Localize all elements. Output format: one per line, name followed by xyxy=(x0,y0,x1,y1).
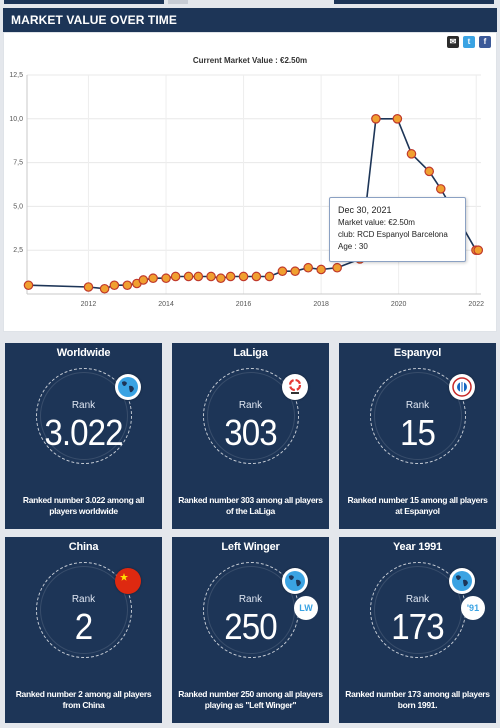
rank-label: Rank xyxy=(238,400,263,411)
rank-ring xyxy=(370,368,466,464)
x-tick-label: 2018 xyxy=(313,301,329,308)
data-point xyxy=(435,184,446,194)
rank-ring xyxy=(36,368,132,464)
rank-description: Ranked number 173 among all players born… xyxy=(345,689,490,710)
data-point xyxy=(206,271,216,282)
chart-tooltip: Dec 30, 2021 Market value: €2.50m club: … xyxy=(329,197,466,262)
data-point xyxy=(23,280,34,291)
y-tick-label: 10,0 xyxy=(9,116,23,123)
data-point xyxy=(161,273,171,284)
espanyol-crest-icon xyxy=(449,374,475,400)
china-flag-icon xyxy=(115,568,141,594)
data-point xyxy=(251,271,262,282)
ranking-card-espanyol: Espanyol Rank 15 Ranked number 15 among … xyxy=(339,343,496,529)
data-point xyxy=(406,149,417,159)
card-title: Left Winger xyxy=(221,541,280,553)
data-point xyxy=(193,271,204,282)
rank-description: Ranked number 3.022 among all players wo… xyxy=(22,495,145,516)
laliga-logo-icon xyxy=(282,374,308,400)
x-tick-label: 2012 xyxy=(81,301,97,308)
data-point xyxy=(148,273,158,284)
tooltip-age: Age : 30 xyxy=(338,242,368,251)
rank-value: 2 xyxy=(74,606,93,647)
facebook-icon[interactable]: f xyxy=(479,36,491,48)
ranking-card-laliga: LaLiga Rank 303 Ranked number 303 among … xyxy=(172,343,329,529)
data-point xyxy=(316,264,326,275)
year-tag: '91 xyxy=(461,596,485,620)
tooltip-market-value: Market value: €2.50m xyxy=(338,218,415,227)
card-title: LaLiga xyxy=(233,347,268,359)
data-point xyxy=(392,114,403,124)
data-point xyxy=(138,275,149,285)
market-value-chart: 12,5 10,0 7,5 5,0 2,5 2012 2014 2016 2018 2020 202… xyxy=(9,72,484,308)
x-tick-label: 2022 xyxy=(468,301,484,308)
rank-value: 173 xyxy=(391,606,444,647)
market-value-panel xyxy=(3,32,497,332)
tooltip-club: club: RCD Espanyol Barcelona xyxy=(338,230,448,239)
card-title: China xyxy=(68,541,99,553)
y-tick-label: 5,0 xyxy=(13,203,23,210)
data-point xyxy=(290,266,300,277)
data-point xyxy=(170,271,181,282)
ranking-card-year: Year 1991 Rank 173 Ranked number 173 amo… xyxy=(339,537,496,723)
tooltip-date: Dec 30, 2021 xyxy=(338,205,392,215)
globe-icon xyxy=(282,568,308,594)
rank-value: 3.022 xyxy=(44,412,123,453)
y-tick-label: 12,5 xyxy=(9,72,23,79)
rank-value: 250 xyxy=(224,606,277,647)
rank-label: Rank xyxy=(71,400,96,411)
position-tag: LW xyxy=(294,596,318,620)
mail-icon[interactable]: ✉ xyxy=(447,36,459,48)
data-point xyxy=(303,262,313,273)
data-point xyxy=(473,245,484,255)
rank-label: Rank xyxy=(238,594,263,605)
x-tick-label: 2020 xyxy=(391,301,407,308)
section-title: MARKET VALUE OVER TIME xyxy=(3,8,497,32)
rank-description: Ranked number 2 among all players from C… xyxy=(15,689,152,710)
active-tab-indicator xyxy=(334,0,494,4)
chart-subtitle: Current Market Value : €2.50m xyxy=(192,56,308,65)
twitter-icon[interactable]: t xyxy=(463,36,475,48)
data-point xyxy=(216,273,226,284)
rank-value: 303 xyxy=(224,412,277,453)
active-tab-indicator xyxy=(4,0,164,4)
data-point xyxy=(122,280,133,291)
data-point xyxy=(109,280,120,291)
data-point xyxy=(371,114,381,124)
data-point xyxy=(264,271,275,282)
data-point xyxy=(99,283,110,294)
globe-icon xyxy=(115,374,141,400)
rank-ring xyxy=(203,368,299,464)
data-point xyxy=(83,282,94,292)
y-tick-label: 2,5 xyxy=(13,247,23,254)
top-tab-bar xyxy=(0,0,500,4)
ranking-card-position: Left Winger Rank 250 Ranked number 250 a… xyxy=(172,537,329,723)
data-point xyxy=(238,271,249,282)
card-title: Year 1991 xyxy=(393,541,442,553)
x-tick-label: 2014 xyxy=(158,301,174,308)
data-point xyxy=(332,262,342,273)
y-tick-label: 7,5 xyxy=(13,160,23,167)
data-point xyxy=(424,166,434,177)
rank-description: Ranked number 15 among all players at Es… xyxy=(347,495,488,516)
ranking-card-china: China Rank 2 Ranked number 2 among all p… xyxy=(5,537,162,723)
card-title: Worldwide xyxy=(56,347,111,359)
rank-value: 15 xyxy=(399,412,436,453)
data-point xyxy=(225,271,236,282)
rank-label: Rank xyxy=(405,400,430,411)
x-tick-label: 2016 xyxy=(236,301,252,308)
data-point xyxy=(183,271,194,282)
rank-description: Ranked number 303 among all players of t… xyxy=(178,495,323,516)
rank-label: Rank xyxy=(405,594,430,605)
globe-icon xyxy=(449,568,475,594)
ranking-card-worldwide: Worldwide Rank 3.022 Ranked number 3.022… xyxy=(5,343,162,529)
data-point xyxy=(277,266,288,277)
rank-ring xyxy=(36,562,132,658)
tab-indicator xyxy=(168,0,188,4)
rank-label: Rank xyxy=(71,594,96,605)
rank-description: Ranked number 250 among all players play… xyxy=(178,689,323,710)
card-title: Espanyol xyxy=(393,347,442,359)
